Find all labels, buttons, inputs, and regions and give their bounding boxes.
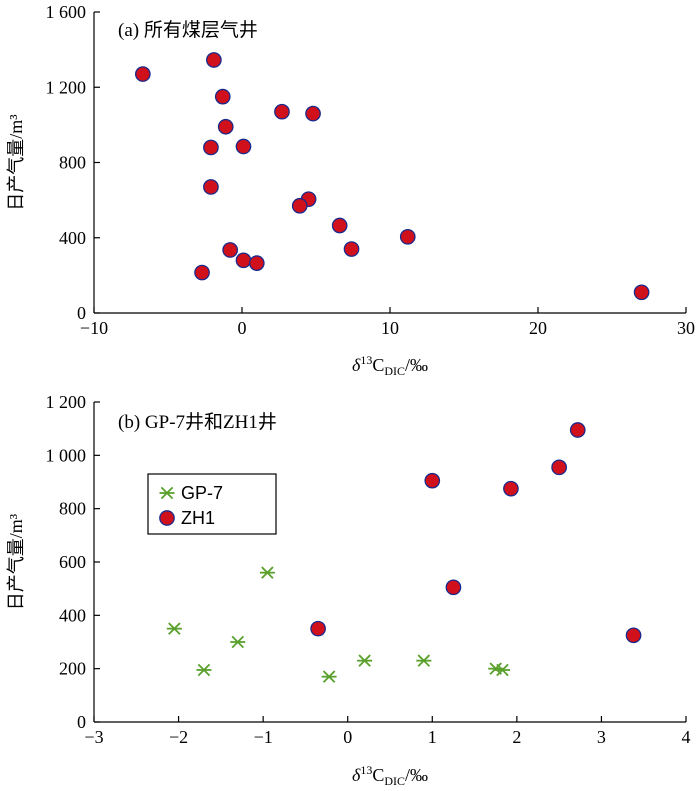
data-point	[203, 139, 219, 156]
data-point	[321, 670, 337, 683]
legend-marker-gp-7	[159, 486, 175, 500]
y-tick-label: 800	[59, 153, 86, 173]
y-axis-title: 日产气量/m³	[6, 513, 26, 610]
x-tick-label: 2	[512, 727, 521, 747]
x-tick-label: 20	[529, 318, 547, 338]
chart-panel-b: −3 −2 −1 0 1 2 3 4 0 200 400 600 800 1 000 1 200 (b) GP…	[6, 392, 690, 788]
data-point	[291, 197, 308, 214]
data-point	[633, 284, 650, 301]
data-point	[503, 480, 519, 497]
panel-title: (b) GP-7井和ZH1井	[118, 411, 277, 433]
data-point	[343, 241, 360, 257]
y-tick-label: 400	[59, 605, 86, 625]
data-point	[134, 66, 151, 82]
data-point	[217, 118, 234, 135]
legend: GP-7 ZH1	[147, 473, 277, 535]
x-tick-label: 10	[381, 318, 399, 338]
data-point	[494, 663, 510, 677]
data-point	[416, 654, 432, 667]
data-point	[625, 627, 642, 644]
x-tick-label: −3	[84, 727, 103, 747]
data-point	[424, 472, 441, 489]
legend-label-gp-7: GP-7	[181, 483, 223, 503]
data-point	[166, 622, 182, 635]
data-point	[445, 579, 462, 596]
x-tick-label: 3	[597, 727, 606, 747]
series-all-wells	[134, 52, 650, 301]
x-tick-label: −2	[169, 727, 188, 747]
x-axis-title: δ13CDIC/‰	[352, 763, 428, 788]
data-point	[235, 252, 252, 269]
y-tick-label: 1 200	[46, 77, 87, 97]
x-axis-title: δ13CDIC/‰	[352, 353, 428, 378]
x-tick-label: −10	[80, 318, 108, 338]
y-tick-label: 400	[59, 228, 86, 248]
legend-label-zh1: ZH1	[181, 508, 215, 528]
data-point	[206, 52, 222, 68]
data-point	[259, 566, 275, 579]
data-point	[305, 105, 321, 122]
data-point	[310, 620, 326, 637]
y-tick-label: 600	[59, 552, 86, 572]
data-point	[274, 103, 290, 120]
data-point	[399, 228, 416, 245]
y-tick-label: 200	[59, 659, 86, 679]
x-tick-label: 0	[238, 318, 247, 338]
y-axis-title: 日产气量/m³	[6, 114, 26, 211]
panel-title: (a) 所有煤层气井	[118, 19, 258, 41]
x-tick-label: 30	[677, 318, 695, 338]
x-tick-label: 1	[428, 727, 437, 747]
x-tick-label: 4	[682, 727, 691, 747]
series-zh1	[310, 422, 642, 644]
data-point	[203, 179, 219, 195]
y-tick-label: 800	[59, 499, 86, 519]
data-point	[551, 459, 567, 476]
x-tick-label: −1	[254, 727, 273, 747]
y-tick-label: 1 000	[46, 445, 87, 465]
x-tick-label: 0	[343, 727, 352, 747]
series-gp-7	[166, 566, 510, 683]
data-point	[230, 635, 246, 649]
data-point	[214, 88, 231, 105]
y-tick-label: 0	[77, 712, 86, 732]
data-point	[235, 138, 252, 155]
data-point	[194, 264, 210, 281]
data-point	[331, 217, 348, 234]
data-point	[222, 242, 239, 258]
data-point	[357, 654, 373, 667]
y-tick-label: 1 200	[46, 392, 87, 412]
legend-marker-zh1	[159, 510, 175, 526]
data-point	[196, 663, 212, 677]
y-tick-label: 1 600	[46, 2, 87, 22]
data-point	[248, 255, 265, 271]
y-tick-label: 0	[77, 303, 86, 323]
data-point	[569, 422, 586, 438]
